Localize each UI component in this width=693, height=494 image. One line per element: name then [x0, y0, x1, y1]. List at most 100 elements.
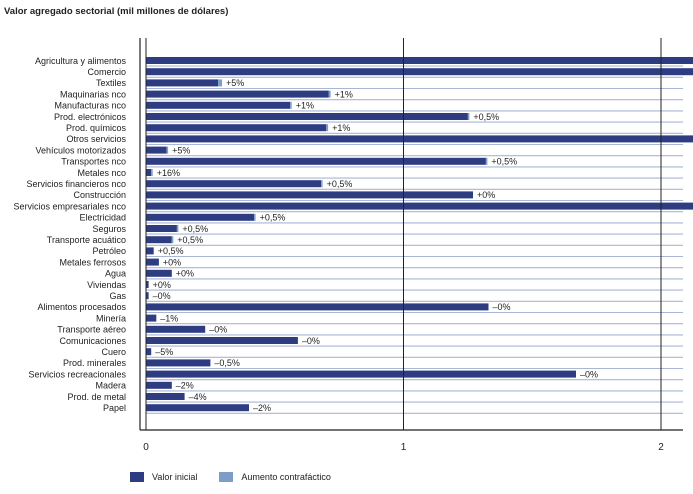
data-label: +1%	[335, 89, 353, 99]
bar-initial	[146, 315, 156, 322]
category-label: Transporte aéreo	[57, 325, 126, 335]
bar-initial	[146, 91, 329, 98]
data-label: –5%	[155, 347, 173, 357]
bar-initial	[146, 79, 218, 86]
category-label: Seguros	[92, 224, 126, 234]
bar-increase	[486, 158, 488, 165]
category-label: Petróleo	[92, 246, 126, 256]
x-tick-label: 1	[401, 442, 407, 453]
category-label: Construcción	[73, 190, 126, 200]
data-label: –1%	[160, 313, 178, 323]
bar-initial	[146, 236, 172, 243]
data-label: +0%	[477, 190, 495, 200]
category-label: Textiles	[96, 78, 127, 88]
bar-initial	[146, 270, 172, 277]
data-label: –0%	[153, 291, 171, 301]
data-label: –0%	[580, 369, 598, 379]
bar-initial	[146, 393, 185, 400]
category-label: Viviendas	[87, 280, 126, 290]
data-label: +1%	[296, 101, 314, 111]
bar-initial	[146, 404, 249, 411]
bar-initial	[146, 225, 177, 232]
category-label: Transporte acuático	[47, 235, 126, 245]
data-label: +0%	[163, 257, 181, 267]
x-tick-label: 2	[658, 442, 664, 453]
bar-initial	[146, 371, 576, 378]
category-label: Servicios empresariales nco	[13, 201, 126, 211]
data-label: +0%	[153, 280, 171, 290]
bar-initial	[146, 147, 167, 154]
category-label: Agricultura y alimentos	[35, 56, 127, 66]
bar-initial	[146, 57, 693, 64]
bar-increase	[177, 225, 179, 232]
category-label: Agua	[105, 269, 126, 279]
legend-item-increase: Aumento contrafáctico	[219, 472, 331, 482]
category-label: Gas	[109, 291, 126, 301]
data-label: –4%	[189, 392, 207, 402]
data-label: +0,5%	[260, 213, 286, 223]
category-label: Prod. electrónicos	[54, 112, 127, 122]
bar-initial	[146, 337, 298, 344]
data-label: +1%	[332, 123, 350, 133]
bar-initial	[146, 303, 489, 310]
category-label: Otros servicios	[66, 134, 126, 144]
bar-increase	[254, 214, 256, 221]
category-label: Servicios recreacionales	[28, 369, 126, 379]
data-label: +0,5%	[177, 235, 203, 245]
bar-increase	[329, 91, 331, 98]
bar-initial	[146, 348, 151, 355]
data-label: –0%	[302, 336, 320, 346]
bar-initial	[146, 382, 172, 389]
bar-initial	[146, 113, 468, 120]
legend-label-initial: Valor inicial	[152, 472, 197, 482]
data-label: +0,5%	[473, 112, 499, 122]
bar-increase	[167, 147, 169, 154]
legend-item-initial: Valor inicial	[130, 472, 197, 482]
bar-initial	[146, 259, 159, 266]
category-label: Comercio	[87, 67, 126, 77]
legend: Valor inicial Aumento contrafáctico	[130, 470, 353, 484]
bar-initial	[146, 203, 693, 210]
category-label: Servicios financieros nco	[26, 179, 126, 189]
bar-initial	[146, 124, 326, 131]
data-label: +0,5%	[491, 157, 517, 167]
bar-initial	[146, 247, 154, 254]
data-label: –2%	[176, 381, 194, 391]
bar-increase	[326, 124, 328, 131]
category-label: Metales nco	[77, 168, 126, 178]
legend-swatch-initial	[130, 472, 144, 482]
category-label: Prod. minerales	[63, 358, 127, 368]
bar-initial	[146, 135, 693, 142]
data-label: +0,5%	[158, 246, 184, 256]
category-label: Madera	[95, 381, 126, 391]
data-label: +0%	[176, 269, 194, 279]
bar-increase	[172, 236, 174, 243]
bar-increase	[321, 180, 323, 187]
data-label: +16%	[157, 168, 180, 178]
category-label: Minería	[96, 313, 126, 323]
category-label: Prod. químicos	[66, 123, 127, 133]
category-label: Alimentos procesados	[37, 302, 126, 312]
category-label: Cuero	[101, 347, 126, 357]
data-label: +5%	[226, 78, 244, 88]
bar-initial	[146, 359, 210, 366]
x-tick-label: 0	[143, 442, 149, 453]
bar-initial	[146, 169, 151, 176]
data-label: +0,5%	[327, 179, 353, 189]
data-label: +5%	[172, 145, 190, 155]
bar-increase	[290, 102, 292, 109]
data-label: –2%	[253, 403, 271, 413]
data-label: –0%	[493, 302, 511, 312]
category-label: Comunicaciones	[59, 336, 126, 346]
data-label: –0%	[209, 325, 227, 335]
category-label: Vehículos motorizados	[35, 145, 126, 155]
category-label: Papel	[103, 403, 126, 413]
category-label: Transportes nco	[61, 157, 126, 167]
bar-initial	[146, 326, 205, 333]
category-label: Metales ferrosos	[59, 257, 126, 267]
bar-initial	[146, 102, 290, 109]
data-label: –0,5%	[214, 358, 240, 368]
category-label: Manufacturas nco	[54, 101, 126, 111]
category-label: Prod. de metal	[67, 392, 126, 402]
